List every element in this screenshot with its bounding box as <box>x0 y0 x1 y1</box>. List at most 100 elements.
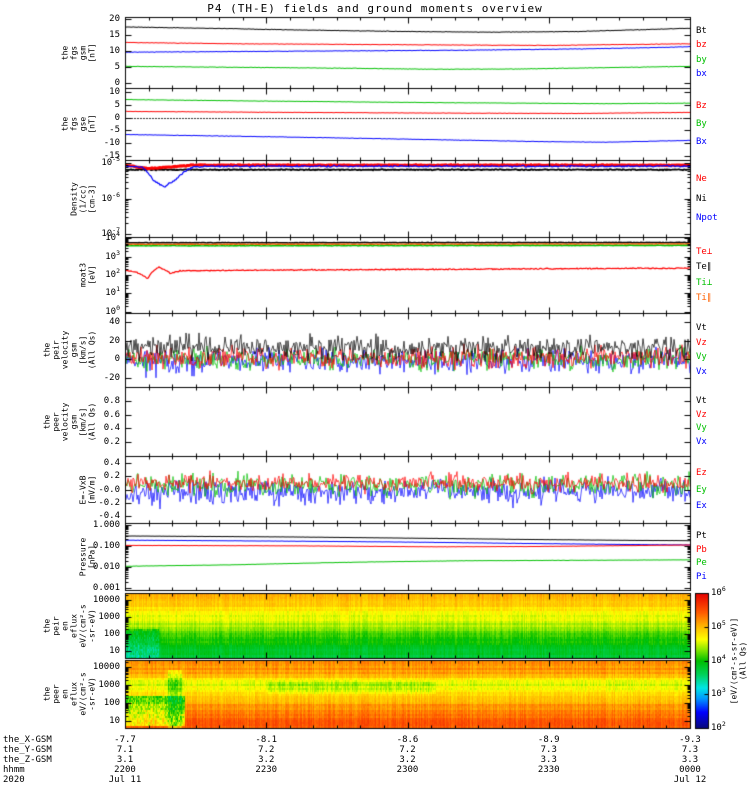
panel-2-ylabel: [nT] <box>87 114 97 134</box>
panel-5-ylabel: gsm <box>69 342 79 358</box>
colorbar-label: [eV/(cm²-s-sr-eV)] <box>729 617 739 704</box>
axis-row-2-value-2: 3.2 <box>399 755 416 765</box>
panel-8-ytick: 0.001 <box>92 583 120 594</box>
colorbar-tick: 106 <box>711 585 726 598</box>
axis-row-0-value-3: -8.9 <box>537 735 560 745</box>
panel-9-ylabel: -sr-eV) <box>87 608 97 643</box>
panel-5-ytick: 20 <box>109 335 120 346</box>
panel-3-ytick: 10-5 <box>101 155 120 169</box>
axis-row-1-value-1: 7.2 <box>258 745 275 755</box>
panel-1-ytick: 10 <box>109 45 120 56</box>
axis-row-2-value-3: 3.3 <box>540 755 557 765</box>
panel-5-ytick: 0 <box>114 354 120 365</box>
panel-3-ylabel: (1/cc) <box>78 184 88 213</box>
legend-bx: Bx <box>696 137 707 147</box>
panel-7-ytick: 0.4 <box>103 457 120 468</box>
panel-7-ylabel: [mV/m] <box>87 475 97 504</box>
legend-vy: Vy <box>696 352 707 363</box>
legend-bt: Bt <box>696 26 707 37</box>
panel-6-ylabel: velocity <box>60 402 70 441</box>
panel-6-ylabel: the <box>42 414 52 429</box>
panel-9-ytick: 100 <box>103 629 120 640</box>
panel-6-ytick: 0.4 <box>103 423 120 434</box>
panel-2-ytick: -10 <box>103 138 120 149</box>
axis-row-0-value-2: -8.6 <box>396 735 419 745</box>
panel-10-ylabel: en <box>60 689 70 699</box>
panel-2-ytick: 10 <box>109 86 120 97</box>
panel-10-ylabel: -sr-eV) <box>87 677 97 711</box>
panel-3-ytick: 10-7 <box>101 225 120 239</box>
axis-row-label-the-y-gsm: the_Y-GSM <box>3 745 52 755</box>
panel-1-ytick: 5 <box>114 62 120 73</box>
axis-row-2-value-0: 3.1 <box>116 755 134 765</box>
axis-row-3-value-2: 2300 <box>396 765 419 775</box>
panel-9-ytick: 10000 <box>92 595 120 606</box>
axis-row-0-value-1: -8.1 <box>255 735 278 745</box>
panel-1-ytick: 15 <box>109 29 120 40</box>
panel-8-ylabel: Pressure <box>78 537 88 576</box>
axis-row-2-value-4: 3.3 <box>681 755 699 765</box>
panel-6-ylabel: [km/s] <box>78 407 88 436</box>
panel-10-ytick: 10000 <box>92 662 120 673</box>
axis-row-0-value-4: -9.3 <box>679 735 701 745</box>
panel-9-ytick: 1000 <box>98 612 120 623</box>
panel-5-ylabel: [km/s] <box>78 335 88 365</box>
legend-by: By <box>696 119 707 129</box>
legend-vx: Vx <box>696 367 707 378</box>
panel-1-ylabel: gsm <box>78 45 88 60</box>
legend-ne: Ne <box>696 174 707 185</box>
panel-10-ylabel: peer <box>51 684 61 704</box>
panel-5-ytick: -20 <box>103 372 120 383</box>
legend-ni: Ni <box>696 193 707 204</box>
panel-5-ylabel: peir <box>51 340 61 360</box>
panel-9-ylabel: the <box>42 618 52 633</box>
panel-1-ytick: 0 <box>114 78 120 89</box>
colorbar-tick: 104 <box>711 652 726 666</box>
panel-10-ytick: 10 <box>109 715 120 726</box>
legend-pt: Pt <box>696 531 707 542</box>
legend-npot: Npot <box>696 212 718 223</box>
panel-4-ytick: 101 <box>105 285 120 299</box>
panel-2-ytick: 0 <box>114 112 120 123</box>
panel-7-ytick: -0.4 <box>98 511 120 522</box>
panel-7-ylabel: E=-VxB <box>78 475 88 504</box>
panel-10-ylabel: eflux <box>69 681 79 707</box>
axis-row-4-value-0: Jul 11 <box>108 775 142 785</box>
axis-row-4-value-4: Jul 12 <box>673 775 707 785</box>
panel-6-ytick: 0.6 <box>103 409 120 420</box>
axis-row-label-hhmm: hhmm <box>3 765 25 775</box>
panel-10-ylabel: the <box>42 686 52 702</box>
legend-ez: Ez <box>696 467 707 478</box>
legend-ey: Ey <box>696 484 707 495</box>
legend-bz: Bz <box>696 101 707 111</box>
legend-bz: bz <box>696 40 707 51</box>
panel-4-ytick: 104 <box>105 230 120 244</box>
panel-1-ytick: 20 <box>109 13 120 24</box>
legend-vt: Vt <box>696 322 707 333</box>
panel-7-ytick: 0.2 <box>103 471 120 482</box>
legend-vt: Vt <box>696 395 707 406</box>
panel-4-ylabel: moat3 <box>78 262 88 288</box>
panel-6-ylabel: peer <box>51 411 61 432</box>
panel-3-ytick: 10-6 <box>101 190 120 204</box>
panel-9-ylabel: eflux <box>69 613 79 638</box>
panel-7-ytick: -0.0 <box>98 484 120 495</box>
panel-6-ylabel: (All Qs) <box>87 402 97 441</box>
panel-10-ylabel: eV/(cm²-s <box>78 672 88 716</box>
panel-6-ytick: 0.8 <box>103 395 120 406</box>
legend-te: Te⊥ <box>696 247 713 258</box>
panel-8-ytick: 1.000 <box>92 519 120 530</box>
axis-row-3-value-4: 0000 <box>679 765 701 775</box>
panel-1-ylabel: [nT] <box>87 42 97 63</box>
panel-3-ylabel: [cm-3] <box>87 184 97 213</box>
legend-ti: Ti⊥ <box>696 277 713 288</box>
panel-2-ytick: -5 <box>109 125 120 136</box>
legend-te: Te∥ <box>696 262 712 273</box>
panel-6-ytick: 0.2 <box>103 437 120 448</box>
colorbar-tick: 102 <box>711 720 726 733</box>
panel-5-ylabel: (All Qs) <box>87 330 97 370</box>
axis-row-3-value-3: 2330 <box>537 765 560 775</box>
panel-9-ylabel: en <box>60 620 70 631</box>
